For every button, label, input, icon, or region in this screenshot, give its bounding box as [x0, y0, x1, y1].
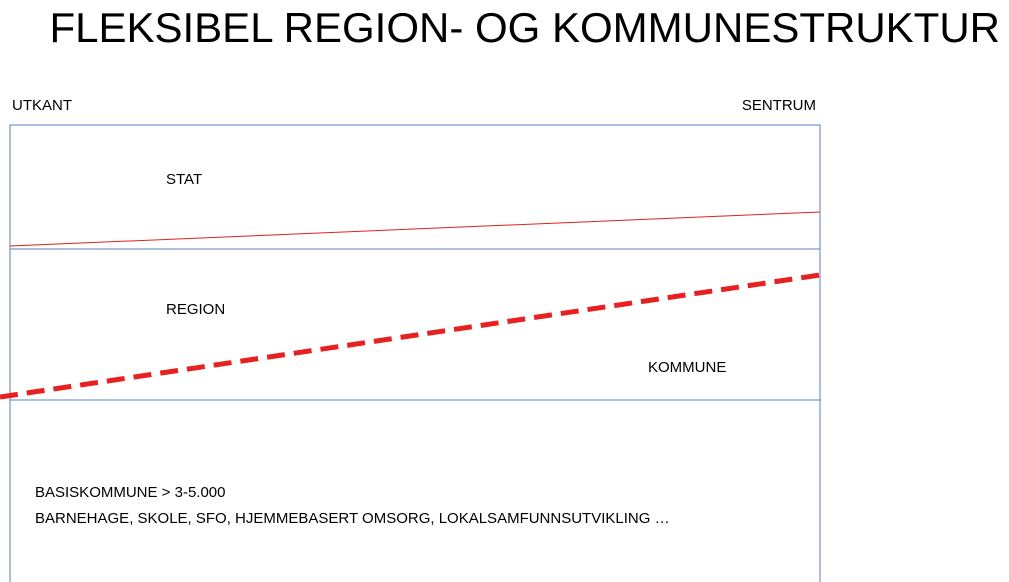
slide-title: FLEKSIBEL REGION- OG KOMMUNESTRUKTUR	[49, 4, 1000, 51]
axis-left-label: UTKANT	[12, 97, 72, 114]
band-label: STAT	[166, 171, 202, 188]
frame	[9, 124, 821, 582]
base-text: BARNEHAGE, SKOLE, SFO, HJEMMEBASERT OMSO…	[35, 510, 670, 527]
axis-right-label: SENTRUM	[742, 97, 816, 114]
band-label: KOMMUNE	[648, 359, 726, 376]
boundary-line	[9, 211, 821, 247]
band-label: REGION	[166, 301, 225, 318]
base-text: BASISKOMMUNE > 3-5.000	[35, 484, 226, 501]
dashed-boundary	[0, 272, 821, 400]
